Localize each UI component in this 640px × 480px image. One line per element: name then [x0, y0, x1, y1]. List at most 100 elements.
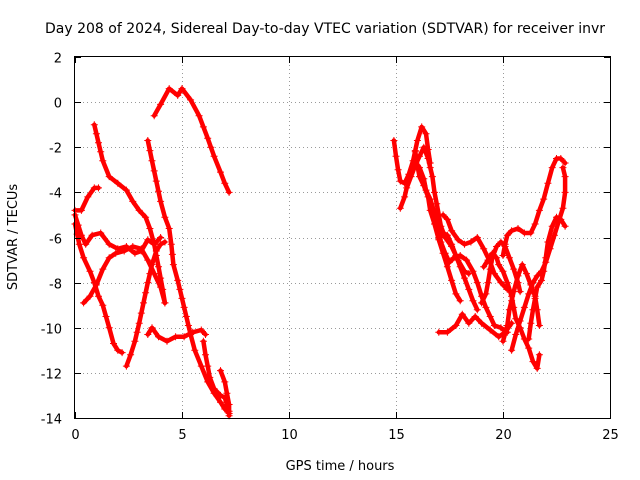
data-point-marker: [120, 247, 128, 255]
data-point-marker: [473, 279, 481, 287]
data-point-marker: [431, 209, 438, 217]
data-point-marker: [482, 290, 490, 298]
data-point-marker: [510, 288, 518, 296]
y-tick-label: -2: [49, 142, 62, 157]
series-track-x: [525, 213, 569, 343]
data-point-marker: [155, 263, 162, 271]
data-point-marker: [165, 225, 173, 232]
data-point-marker: [531, 220, 539, 228]
data-point-marker: [191, 346, 199, 354]
data-point-marker: [533, 272, 541, 280]
x-axis-label: GPS time / hours: [286, 459, 395, 474]
data-point-marker: [396, 177, 404, 185]
data-point-marker: [133, 328, 141, 336]
data-point-marker: [538, 276, 545, 284]
data-point-marker: [469, 297, 477, 305]
series-track-f: [80, 243, 169, 307]
data-point-marker: [508, 297, 516, 305]
data-point-marker: [99, 301, 107, 309]
data-point-marker: [86, 267, 94, 275]
y-tick-label: -8: [49, 278, 62, 293]
data-point-marker: [441, 249, 449, 257]
data-point-marker: [199, 123, 207, 131]
data-point-marker: [529, 306, 537, 314]
data-point-marker: [514, 225, 522, 232]
data-point-marker: [422, 186, 430, 194]
data-point-marker: [127, 351, 135, 359]
data-point-marker: [520, 229, 528, 237]
plot-frame: [74, 56, 611, 419]
data-point-marker: [161, 299, 169, 307]
data-point-marker: [167, 240, 175, 248]
data-point-marker: [157, 197, 165, 205]
y-tick-label: -12: [41, 368, 62, 383]
data-point-marker: [146, 147, 154, 155]
data-point-marker: [452, 322, 460, 329]
data-point-marker: [465, 270, 473, 278]
data-point-marker: [403, 184, 411, 192]
data-point-marker: [146, 270, 154, 278]
data-point-marker: [413, 137, 421, 144]
data-point-marker: [458, 310, 466, 318]
data-point-marker: [535, 322, 543, 329]
data-point-marker: [178, 85, 186, 93]
data-point-marker: [129, 197, 137, 205]
data-point-marker: [202, 351, 209, 359]
data-point-marker: [435, 225, 443, 232]
data-point-marker: [499, 252, 507, 259]
data-point-marker: [155, 333, 162, 341]
data-point-marker: [187, 96, 195, 104]
series-trace: [92, 122, 168, 306]
data-point-marker: [122, 362, 130, 370]
data-point-marker: [135, 206, 143, 214]
data-point-marker: [514, 272, 522, 280]
series-track-h: [144, 324, 209, 345]
data-point-marker: [223, 389, 231, 397]
grid: [75, 57, 610, 418]
data-point-marker: [561, 222, 569, 230]
y-tick-label: -4: [49, 187, 62, 202]
data-point-marker: [140, 299, 147, 307]
data-point-marker: [144, 279, 152, 287]
data-point-marker: [478, 319, 486, 327]
data-point-marker: [217, 391, 224, 399]
data-point-marker: [505, 254, 513, 262]
x-tick-label: 10: [281, 428, 298, 443]
data-point-marker: [480, 245, 488, 253]
data-point-marker: [426, 164, 434, 172]
data-point-marker: [90, 121, 98, 129]
data-point-marker: [155, 187, 162, 195]
data-point-marker: [561, 159, 569, 167]
data-point-marker: [542, 254, 550, 262]
data-point-marker: [497, 238, 505, 246]
data-point-marker: [540, 267, 548, 275]
data-point-marker: [112, 249, 120, 257]
data-point-marker: [435, 234, 443, 241]
data-point-marker: [84, 193, 92, 201]
data-point-marker: [486, 326, 494, 334]
series-trace: [151, 86, 232, 195]
data-point-marker: [225, 401, 233, 408]
data-point-marker: [437, 238, 445, 246]
data-point-marker: [144, 236, 152, 244]
data-point-marker: [92, 281, 100, 289]
data-point-marker: [131, 249, 139, 257]
y-axis-label: SDTVAR / TECUs: [6, 184, 21, 291]
data-point-marker: [426, 195, 434, 203]
data-point-marker: [420, 175, 428, 183]
data-point-marker: [217, 367, 224, 375]
data-point-marker: [448, 227, 456, 235]
data-point-marker: [486, 265, 494, 273]
y-tick-label: -10: [41, 323, 62, 338]
data-point-marker: [195, 112, 203, 120]
data-point-marker: [122, 186, 130, 194]
data-point-marker: [516, 288, 524, 296]
series-track-a: [150, 85, 233, 196]
data-point-marker: [467, 238, 475, 246]
data-point-marker: [559, 204, 567, 212]
data-point-marker: [169, 261, 177, 269]
data-point-marker: [161, 213, 169, 221]
data-point-marker: [105, 254, 113, 262]
data-point-marker: [206, 373, 214, 381]
data-point-marker: [137, 245, 145, 253]
